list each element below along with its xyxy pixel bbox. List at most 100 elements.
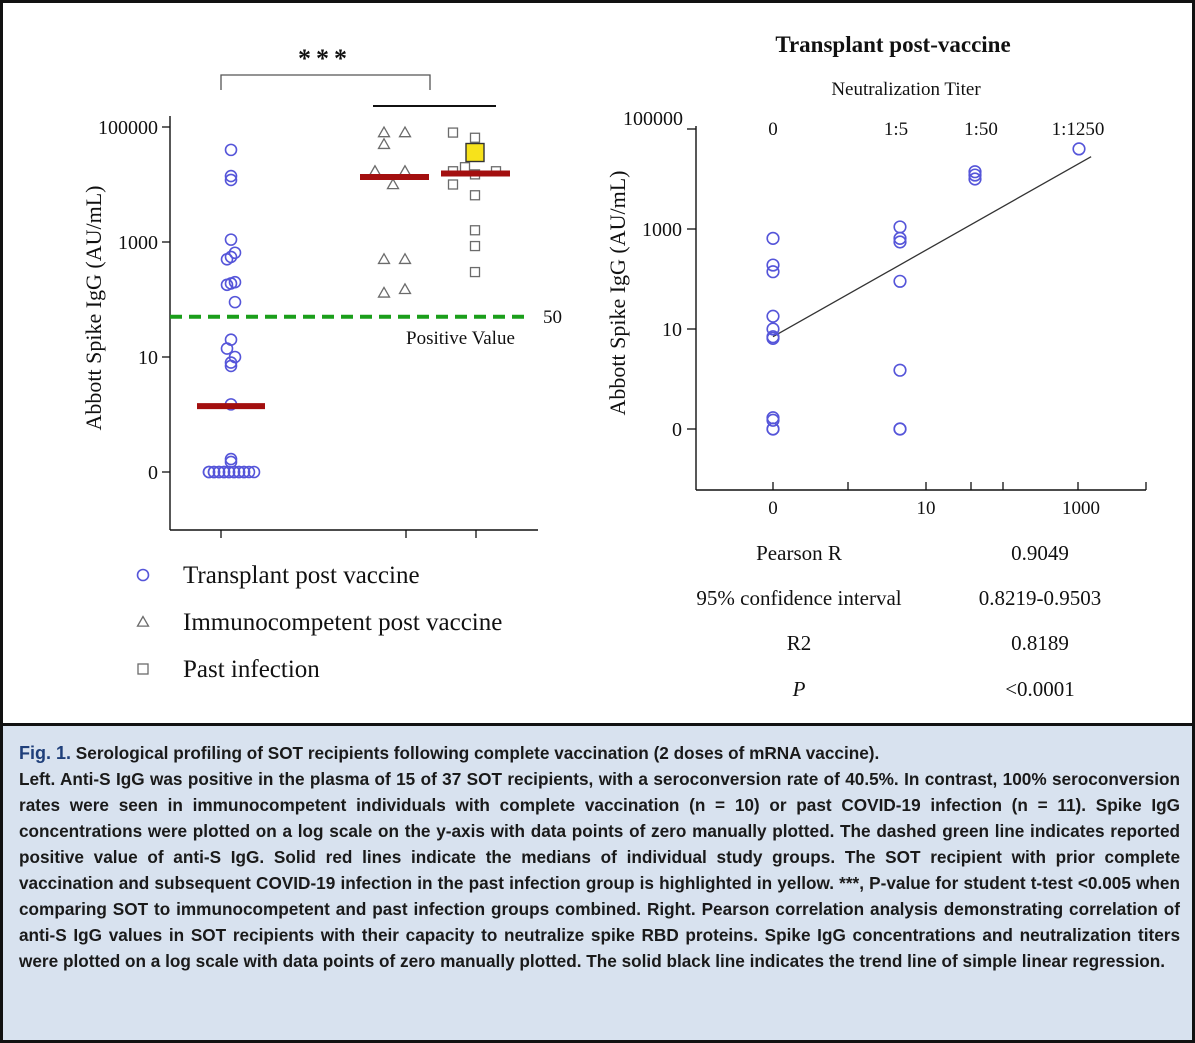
stat-label: 95% confidence interval: [696, 586, 901, 610]
immunocompetent-point: [398, 282, 412, 295]
transplant-point: [222, 465, 236, 479]
immunocompetent-point: [377, 252, 391, 265]
neutralization-point: [766, 331, 780, 345]
immunocompetent-point: [368, 164, 382, 177]
neutralization-point: [893, 235, 907, 249]
figure-caption: Fig. 1. Serological profiling of SOT rec…: [3, 723, 1192, 1040]
stat-value: <0.0001: [1005, 677, 1075, 701]
transplant-point: [212, 465, 226, 479]
stat-label: P: [792, 677, 806, 701]
stat-value: 0.9049: [1011, 541, 1069, 565]
stat-label: Pearson R: [756, 541, 842, 565]
past-infection-point: [469, 266, 481, 278]
neutralization-point: [766, 265, 780, 279]
neutralization-point: [893, 422, 907, 436]
right-top-tick-label: 0: [768, 119, 778, 140]
immunocompetent-point: [377, 125, 391, 138]
neutralization-point: [766, 413, 780, 427]
right-top-axis-title: Neutralization Titer: [831, 79, 981, 100]
neutralization-point: [968, 172, 982, 186]
left-chart: 100000 1000 10 0 Abbott Spike IgG (AU/mL) ***…: [81, 44, 562, 683]
transplant-point: [247, 465, 261, 479]
significance-bracket: [220, 74, 431, 90]
immunocompetent-point: [386, 177, 400, 190]
transplant-point: [217, 465, 231, 479]
past-infection-point: [469, 225, 481, 236]
neutralization-point: [766, 322, 780, 336]
right-x-tick-label: 0: [768, 498, 778, 519]
legend-triangle-icon: [136, 615, 150, 627]
legend-label: Past infection: [183, 656, 320, 683]
past-infection-point: [447, 127, 459, 138]
transplant-point: [224, 143, 238, 157]
right-chart-title: Transplant post-vaccine: [775, 32, 1010, 57]
right-x-tick-label: 10: [917, 498, 936, 519]
left-y-tick-label: 1000: [118, 232, 158, 254]
right-top-tick-label: 1:1250: [1052, 119, 1105, 140]
neutralization-point: [893, 363, 907, 377]
transplant-point: [224, 359, 238, 373]
transplant-point: [224, 173, 238, 187]
past-infection-point: [459, 162, 471, 173]
transplant-point: [220, 278, 234, 292]
transplant-point: [220, 342, 234, 355]
neutralization-point: [968, 165, 982, 179]
immunocompetent-point: [377, 137, 391, 150]
caption-heading: Fig. 1. Serological profiling of SOT rec…: [19, 740, 1180, 766]
past-infection-point: [469, 240, 481, 252]
neutralization-point: [766, 422, 780, 436]
left-y-tick-label: 0: [148, 462, 158, 484]
past-infection-point: [469, 190, 481, 201]
neutralization-point: [766, 231, 780, 245]
transplant-point: [227, 465, 241, 479]
past-infection-point: [447, 179, 459, 190]
transplant-point: [202, 465, 216, 479]
transplant-point: [232, 465, 246, 479]
highlighted-past-infection-point: [465, 142, 485, 163]
neutralization-point: [893, 231, 907, 245]
caption-body: Left. Anti-S IgG was positive in the pla…: [19, 769, 1180, 971]
transplant-point: [224, 169, 238, 183]
immunocompetent-point: [398, 164, 412, 177]
neutralization-point: [968, 168, 982, 182]
stat-label: R2: [787, 631, 812, 655]
past-infection-point: [469, 132, 481, 143]
transplant-point: [237, 465, 251, 479]
right-y-tick-label: 0: [672, 419, 682, 441]
right-top-tick-label: 1:50: [964, 119, 998, 140]
neutralization-point: [766, 258, 780, 272]
transplant-point: [228, 295, 242, 309]
neutralization-point: [893, 274, 907, 288]
legend-circle-icon: [136, 568, 150, 582]
right-top-tick-label: 1:5: [884, 119, 908, 140]
right-x-tick-label: 1000: [1062, 498, 1100, 519]
transplant-point: [220, 253, 234, 266]
transplant-point: [207, 465, 221, 479]
immunocompetent-point: [377, 286, 391, 298]
right-y-axis-title: Abbott Spike IgG (AU/mL): [605, 170, 630, 415]
left-y-axis-title: Abbott Spike IgG (AU/mL): [81, 185, 106, 430]
legend-square-icon: [137, 663, 149, 675]
neutralization-point: [766, 309, 780, 323]
transplant-point: [224, 356, 238, 369]
caption-label: Fig. 1.: [19, 743, 72, 763]
caption-title: Serological profiling of SOT recipients …: [75, 743, 880, 763]
legend-label: Transplant post vaccine: [183, 562, 420, 589]
neutralization-point: [1072, 142, 1086, 156]
stat-value: 0.8219-0.9503: [979, 586, 1102, 610]
left-y-tick-label: 100000: [98, 117, 158, 139]
neutralization-point: [893, 220, 907, 234]
transplant-point: [228, 246, 242, 260]
right-y-tick-label: 1000: [642, 219, 682, 241]
right-chart: Transplant post-vaccine Neutralization Ti…: [605, 32, 1147, 701]
significance-stars: ***: [298, 44, 352, 73]
right-y-tick-label: 10: [662, 319, 682, 341]
immunocompetent-point: [398, 125, 412, 138]
transplant-point: [242, 465, 256, 479]
immunocompetent-point: [398, 252, 412, 265]
stat-value: 0.8189: [1011, 631, 1069, 655]
transplant-point: [224, 233, 238, 246]
legend-label: Immunocompetent post vaccine: [183, 609, 502, 636]
